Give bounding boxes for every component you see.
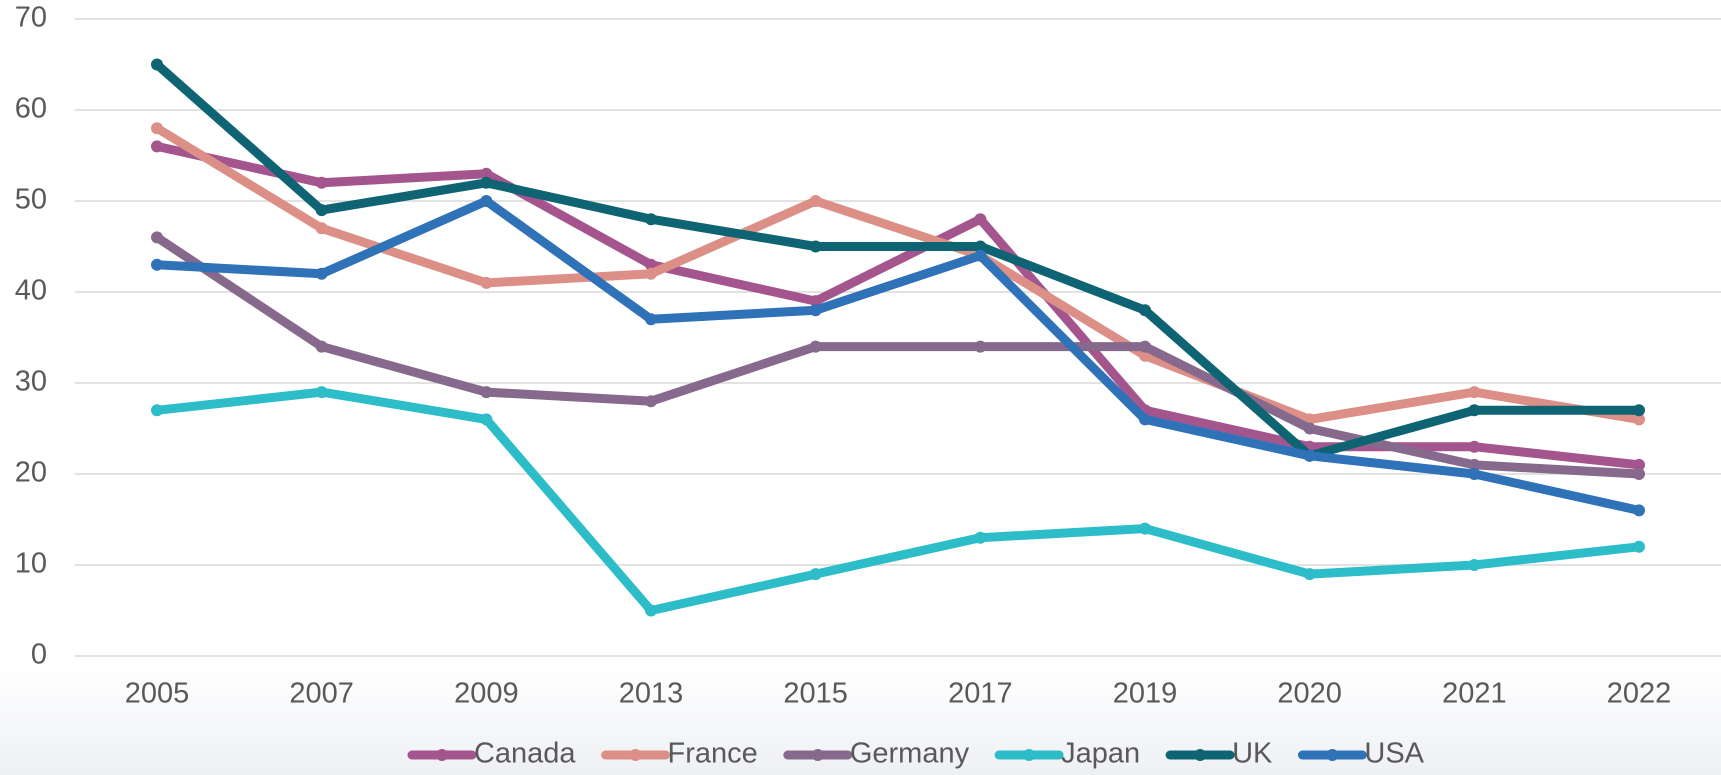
point: [480, 276, 493, 289]
point: [1468, 386, 1481, 399]
point: [480, 167, 493, 180]
point: [1633, 540, 1645, 553]
point: [480, 195, 493, 207]
x-tick-label: 2022: [1607, 678, 1672, 710]
y-tick-label: 10: [15, 548, 47, 580]
y-tick-label: 40: [15, 275, 47, 307]
point: [151, 58, 163, 71]
point: [974, 249, 987, 262]
y-tick-label: 0: [31, 639, 47, 671]
point: [645, 267, 657, 280]
point: [1139, 413, 1151, 426]
y-tick-label: 20: [15, 457, 47, 489]
point: [1468, 458, 1481, 471]
legend-dot: [1326, 749, 1339, 761]
point: [1468, 404, 1481, 417]
y-tick-label: 50: [15, 184, 47, 216]
y-tick-label: 60: [15, 93, 47, 125]
point: [151, 122, 163, 135]
x-tick-label: 2007: [289, 678, 354, 710]
point: [151, 231, 163, 244]
point: [315, 222, 328, 235]
series-line: [154, 61, 1639, 461]
point: [315, 340, 328, 353]
point: [645, 213, 657, 226]
legend-label: Japan: [1061, 738, 1140, 770]
series-line: [156, 387, 1640, 615]
point: [974, 340, 987, 353]
point: [809, 340, 822, 353]
point: [480, 176, 493, 189]
point: [1468, 440, 1481, 453]
legend-label: USA: [1364, 738, 1424, 770]
x-tick-label: 2020: [1277, 678, 1342, 710]
point: [1633, 404, 1645, 417]
x-tick-label: 2005: [125, 678, 190, 710]
series-line: [156, 142, 1640, 470]
x-tick-label: 2021: [1442, 678, 1507, 710]
legend-label: France: [668, 738, 758, 770]
legend-label: UK: [1232, 738, 1273, 770]
x-tick-label: 2019: [1113, 678, 1178, 710]
point: [1633, 504, 1645, 517]
x-tick-label: 2017: [948, 678, 1013, 710]
point: [1633, 413, 1645, 426]
point: [315, 267, 328, 280]
point: [809, 568, 822, 581]
point: [645, 604, 657, 617]
x-tick-label: 2013: [619, 678, 684, 710]
legend-label: Canada: [474, 738, 576, 770]
point: [480, 386, 493, 399]
point: [1139, 304, 1151, 317]
point: [315, 386, 328, 399]
series-line: [154, 233, 1640, 479]
point: [645, 313, 657, 326]
legend: Canada France Germany Japan UK USA: [407, 738, 1425, 770]
series-line: [156, 196, 1640, 515]
point: [974, 531, 987, 544]
point: [809, 304, 822, 317]
point: [809, 195, 822, 207]
legend-dot: [811, 749, 824, 761]
point: [645, 395, 657, 408]
point: [1633, 468, 1645, 480]
point: [1633, 458, 1645, 471]
point: [1468, 468, 1481, 480]
point: [1303, 568, 1316, 581]
y-tick-label: 70: [15, 2, 47, 34]
point: [974, 240, 987, 253]
legend-dot: [1023, 749, 1036, 761]
legend-dot: [629, 749, 642, 761]
point: [809, 295, 822, 308]
point: [151, 140, 163, 153]
point: [151, 404, 163, 417]
legend-dot: [1194, 749, 1207, 761]
point: [315, 204, 328, 217]
point: [809, 240, 822, 253]
series-line: [154, 124, 1640, 424]
point: [1303, 422, 1316, 435]
point: [1303, 449, 1316, 462]
legend-label: Germany: [850, 738, 970, 770]
point: [974, 213, 987, 226]
point: [1139, 522, 1151, 535]
point: [480, 413, 493, 426]
x-tick-label: 2009: [454, 678, 519, 710]
point: [151, 258, 163, 271]
point: [1468, 559, 1481, 571]
point: [1139, 340, 1151, 353]
x-tick-label: 2015: [783, 678, 848, 710]
point: [315, 176, 328, 189]
y-tick-label: 30: [15, 366, 47, 398]
legend-dot: [435, 749, 448, 761]
